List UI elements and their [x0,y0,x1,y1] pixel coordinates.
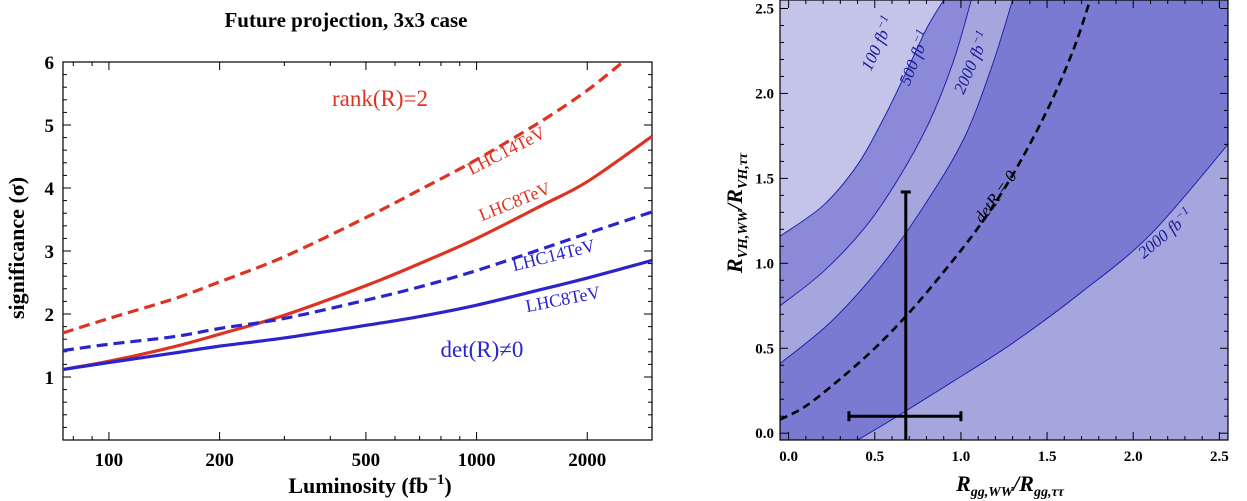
right-contours [780,0,1228,440]
left-x-axis-label: Luminosity (fb−1) [288,472,451,498]
left-y-axis-label: significance (σ) [4,177,29,319]
x-tick-label: 0.0 [779,449,798,465]
y-tick-label: 2.0 [755,86,774,102]
x-tick-label: 1.5 [1038,449,1057,465]
annotation-det: det(R)≠0 [441,337,524,362]
x-tick-label: 500 [352,450,381,471]
y-tick-label: 5 [45,116,55,137]
measured-point [847,190,963,440]
series-line-rank-lhc8tev [63,135,652,372]
region-100 [780,0,944,237]
x-tick-label: 200 [205,450,234,471]
left-chart-title: Future projection, 3x3 case [224,8,467,32]
series-line-rank-lhc14tev [63,62,624,335]
right-x-axis-label: Rgg,WW/Rgg,ττ [955,471,1065,500]
y-tick-label: 2 [45,305,55,326]
right-chart: 0.0 0.5 1.0 1.5 2.0 2.50.00.51.01.52.02.5 100… [722,0,1229,500]
contour-label-sup: −1 [1172,203,1192,223]
series-line-det-lhc14tev [63,210,652,353]
left-axes: 100 200 500 1000 2000 1 2 3 4 5 6 [45,53,653,471]
x-tick-label: 0.5 [865,449,884,465]
y-tick-label: 1.0 [755,256,774,272]
right-axes: 0.0 0.5 1.0 1.5 2.0 2.5 0.0 0.5 1.0 1.5 2.0 2.5 [755,0,1229,465]
series-line-det-lhc8tev [63,258,652,372]
y-tick-label: 1.5 [755,171,774,187]
y-tick-label: 0.0 [755,426,774,442]
contour-line-2 [780,0,1014,364]
y-tick-label: 6 [45,53,55,74]
contour-label-sup: −1 [873,13,892,32]
detR-line [780,0,1092,421]
x-tick-label: 2000 [568,450,606,471]
series-label-det-lhc14tev: LHC14TeV [510,235,597,275]
x-tick-label: 1.0 [952,449,971,465]
x-tick-label: 100 [95,450,124,471]
y-tick-label: 2.5 [755,1,774,17]
contour-line-0 [780,0,945,237]
left-series [63,62,652,372]
annotation-rank: rank(R)=2 [332,86,428,111]
right-plot-frame [779,0,1229,441]
x-tick-label: 1000 [458,450,496,471]
contour-label-sup: −1 [968,28,987,47]
contour-line-1 [780,0,972,307]
left-labels: LHC14TeVLHC8TeVLHC14TeVLHC8TeVrank(R)=2d… [332,86,602,362]
y-tick-label: 3 [45,242,55,263]
series-label-rank-lhc14tev: LHC14TeV [464,123,549,179]
y-tick-label: 0.5 [755,341,774,357]
contour-label-sup: −1 [909,27,927,45]
x-tick-label: 2.0 [1124,449,1143,465]
contour-line-3 [857,144,1228,440]
y-tick-label: 1 [45,368,55,389]
right-y-axis-label: RVH,WW/RVH,ττ [722,152,751,274]
x-tick-label: 2.5 [1210,449,1229,465]
left-chart: Future projection, 3x3 case 100 200 500 100… [4,8,653,498]
series-label-det-lhc8tev: LHC8TeV [524,282,602,316]
y-tick-label: 4 [45,179,55,200]
